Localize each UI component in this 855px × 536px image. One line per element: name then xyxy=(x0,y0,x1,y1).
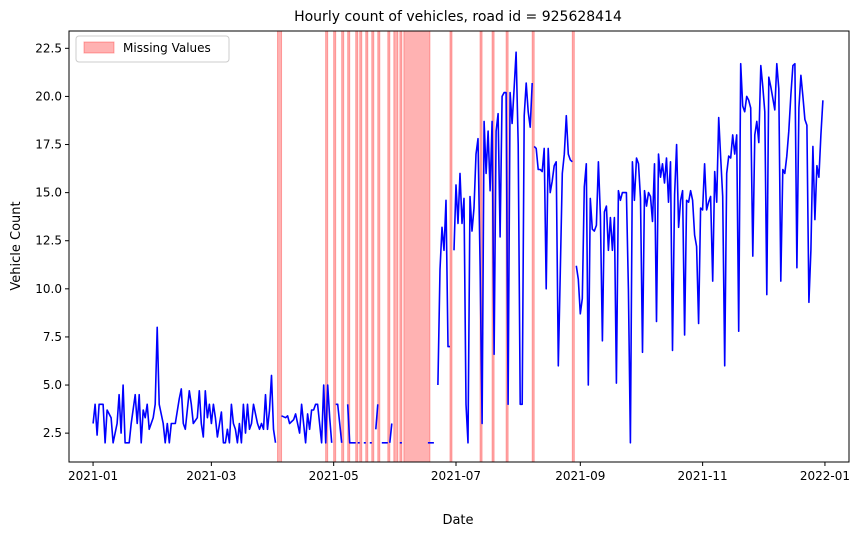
y-tick-label-6: 17.5 xyxy=(35,138,62,152)
missing-span-12 xyxy=(399,30,403,463)
x-tick-label-4: 2021-09 xyxy=(555,469,605,483)
missing-span-7 xyxy=(365,30,369,463)
x-axis-label: Date xyxy=(442,513,473,528)
legend: Missing Values xyxy=(75,35,230,63)
plot-frame xyxy=(68,30,850,463)
chart-title: Hourly count of vehicles, road id = 9256… xyxy=(294,9,622,25)
y-tick-label-2: 7.5 xyxy=(43,330,62,344)
y-tick-label-4: 12.5 xyxy=(35,234,62,248)
vehicle-count-series xyxy=(92,51,824,444)
y-axis-ticks: 2.5 5.0 7.5 10.0 12.5 15.0 17.5 20.0 22.5 xyxy=(35,41,69,440)
x-tick-label-1: 2021-03 xyxy=(186,469,236,483)
x-tick-label-6: 2022-01 xyxy=(800,469,850,483)
missing-span-14 xyxy=(449,30,453,463)
missing-span-5 xyxy=(355,30,359,463)
series-0-segment-0 xyxy=(92,326,277,444)
y-tick-label-8: 22.5 xyxy=(35,41,62,55)
y-tick-label-1: 5.0 xyxy=(43,378,62,392)
series-0-segment-12 xyxy=(437,199,450,386)
missing-span-19 xyxy=(571,30,575,463)
missing-span-18 xyxy=(531,30,535,463)
x-tick-label-2: 2021-05 xyxy=(309,469,359,483)
series-0-segment-14 xyxy=(533,114,573,367)
y-tick-label-0: 2.5 xyxy=(43,426,62,440)
series-0-segment-9 xyxy=(389,423,393,443)
y-tick-label-3: 10.0 xyxy=(35,282,62,296)
missing-span-4 xyxy=(347,30,351,463)
series-0-segment-15 xyxy=(575,62,824,444)
series-0-segment-3 xyxy=(346,404,356,444)
missing-span-6 xyxy=(359,30,363,463)
x-axis-ticks: 2021-01 2021-03 2021-05 2021-07 2021-09 2021-… xyxy=(68,462,850,483)
x-tick-label-5: 2021-11 xyxy=(678,469,728,483)
missing-span-9 xyxy=(377,30,381,463)
x-tick-label-0: 2021-01 xyxy=(68,469,118,483)
legend-label-missing-values: Missing Values xyxy=(123,41,211,55)
legend-frame xyxy=(75,35,230,63)
missing-span-10 xyxy=(387,30,391,463)
missing-span-13 xyxy=(403,30,431,463)
missing-span-3 xyxy=(341,30,345,463)
series-0-segment-2 xyxy=(335,403,343,443)
y-tick-label-7: 20.0 xyxy=(35,89,62,103)
series-0-segment-7 xyxy=(375,404,379,430)
y-axis-label: Vehicle Count xyxy=(9,201,24,290)
legend-swatch-missing-values xyxy=(83,41,115,54)
y-tick-label-5: 15.0 xyxy=(35,186,62,200)
x-tick-label-3: 2021-07 xyxy=(431,469,481,483)
missing-span-8 xyxy=(371,30,375,463)
missing-span-2 xyxy=(333,30,337,463)
missing-span-0 xyxy=(277,30,283,463)
missing-span-11 xyxy=(393,30,399,463)
series-0-segment-13 xyxy=(453,51,533,444)
series-0-segment-1 xyxy=(281,384,333,444)
